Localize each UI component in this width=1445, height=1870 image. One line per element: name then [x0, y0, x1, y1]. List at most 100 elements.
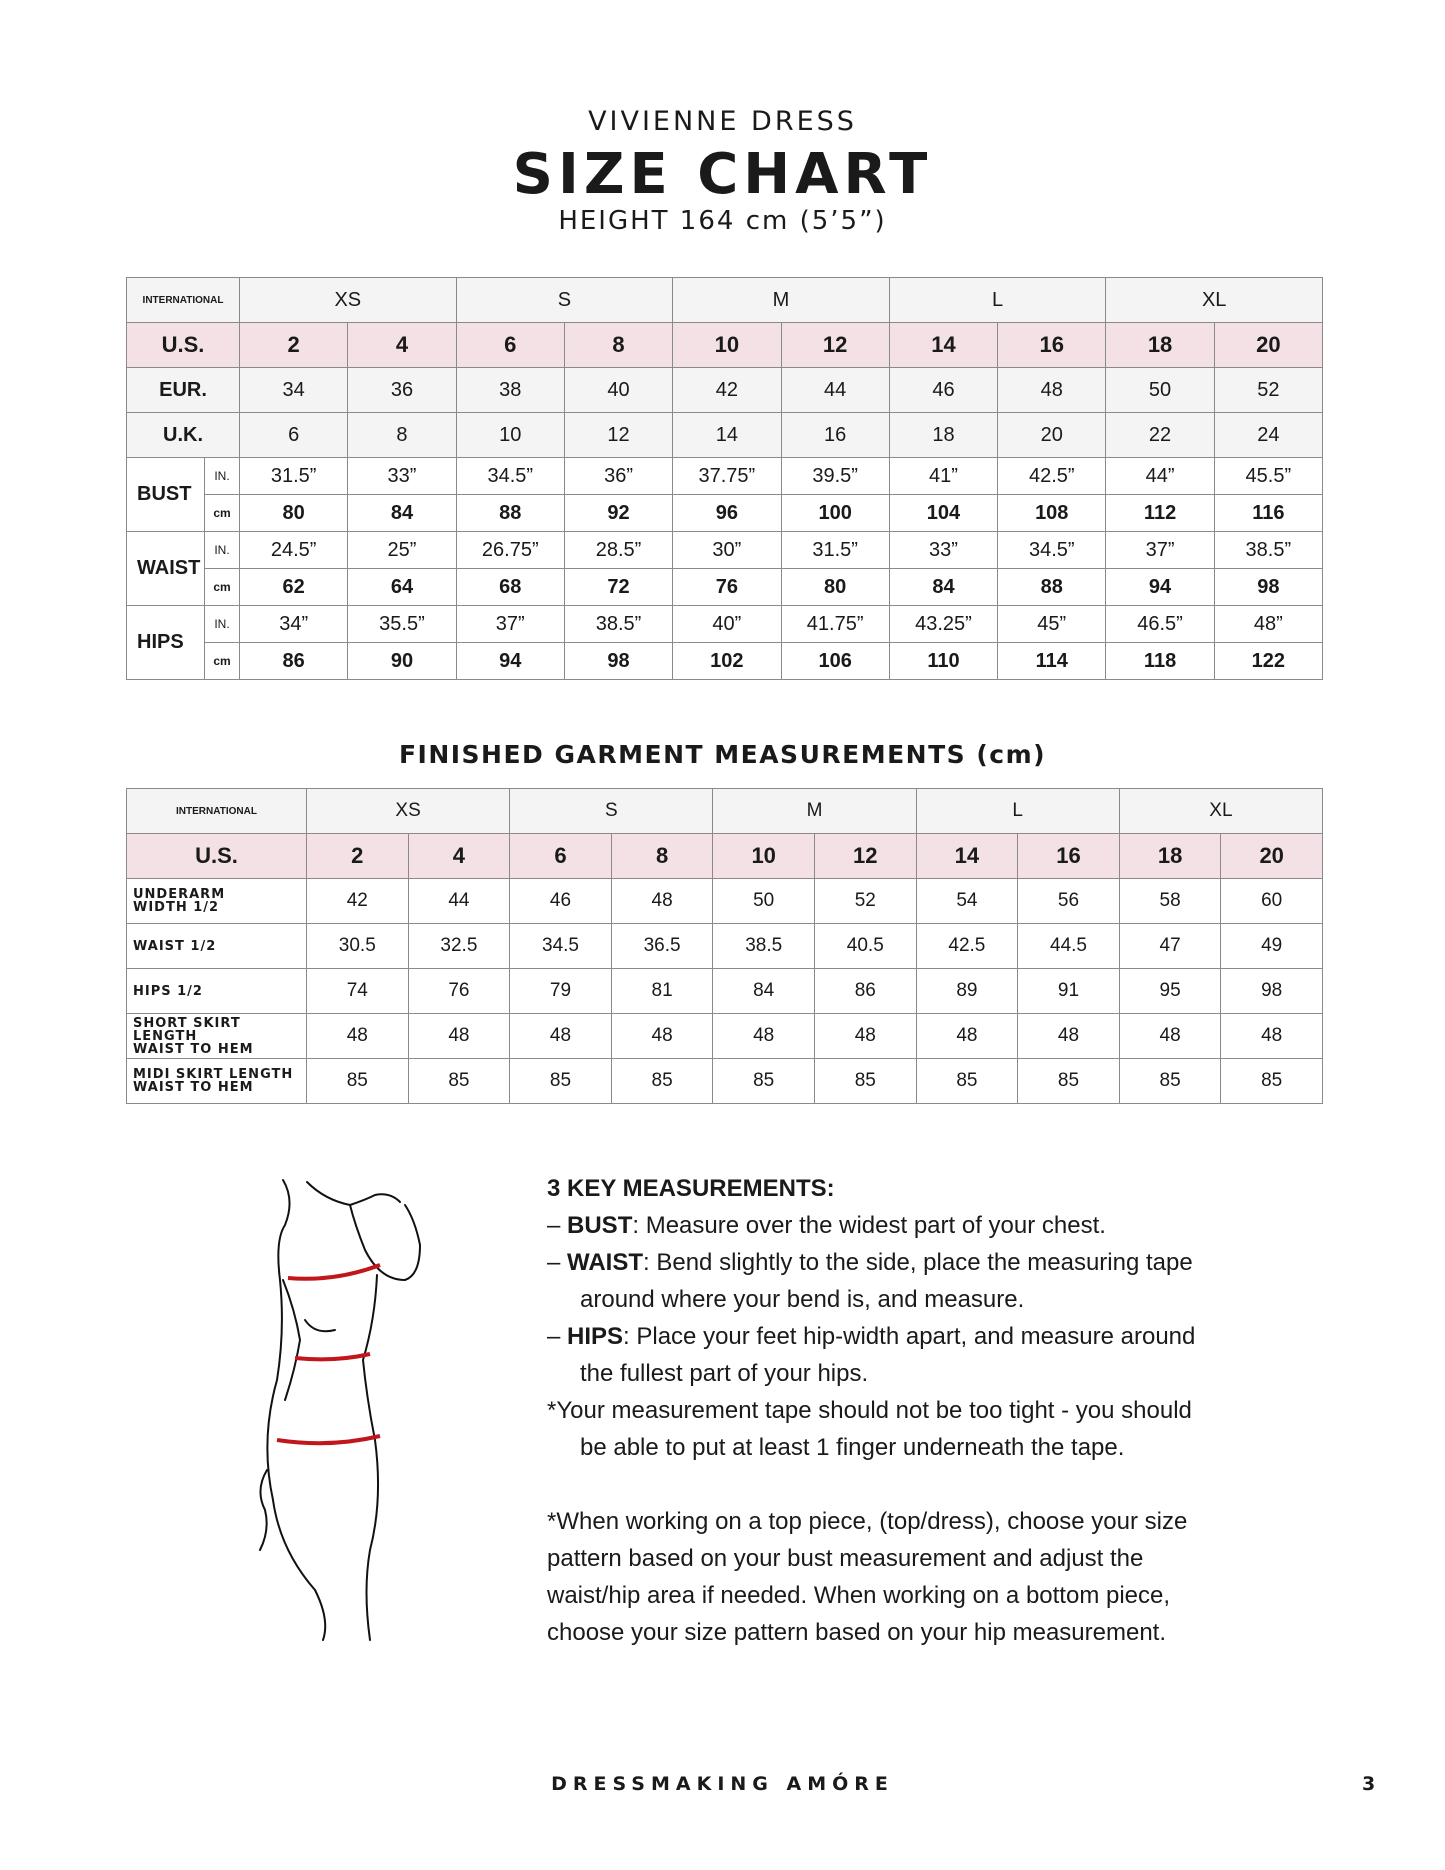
value-cm: 112 [1105, 494, 1215, 532]
value-in: 38.5” [1213, 531, 1324, 569]
garment-value: 42.5 [915, 923, 1019, 969]
garment-label: WAIST 1/2 [126, 923, 307, 969]
garment-value: 54 [915, 878, 1019, 924]
value-in: 25” [347, 531, 457, 569]
value-in: 40” [672, 605, 782, 643]
intl-size: L [915, 788, 1120, 834]
garment-value: 95 [1118, 968, 1222, 1014]
value-cm: 72 [563, 568, 674, 606]
intl-row: INTERNATIONAL XS S M L XL [126, 788, 1323, 834]
label-line: SHORT SKIRT LENGTH [133, 1015, 241, 1044]
value-in: 44” [1105, 457, 1215, 495]
us-size: 6 [509, 833, 612, 879]
garment-value: 79 [509, 968, 612, 1014]
garment-label: HIPS 1/2 [126, 968, 307, 1014]
garment-value: 85 [509, 1058, 612, 1104]
value-cm: 116 [1213, 494, 1324, 532]
garment-value: 32.5 [407, 923, 511, 969]
value-in: 26.75” [455, 531, 565, 569]
value-in: 34.5” [455, 457, 565, 495]
garment-value: 46 [509, 878, 612, 924]
us-label: U.S. [125, 322, 241, 368]
bust-note: – BUST: Measure over the widest part of … [547, 1212, 1106, 1239]
us-size: 18 [1105, 322, 1215, 368]
label-line: WAIST TO HEM [133, 1080, 254, 1095]
value-cm: 100 [780, 494, 890, 532]
garment-value: 30.5 [306, 923, 409, 969]
us-size: 16 [997, 322, 1107, 368]
label-line: MIDI SKIRT LENGTH [133, 1067, 294, 1082]
garment-value: 48 [509, 1013, 612, 1059]
uk-size: 22 [1105, 412, 1215, 458]
notes-heading: 3 KEY MEASUREMENTS: [547, 1175, 835, 1202]
value-cm: 98 [563, 642, 674, 680]
value-cm: 118 [1105, 642, 1215, 680]
unit-in: IN. [203, 531, 241, 569]
value-cm: 80 [239, 494, 349, 532]
garment-label: SHORT SKIRT LENGTH WAIST TO HEM [126, 1013, 307, 1059]
hips-tape-line [276, 1434, 381, 1446]
garment-value: 60 [1220, 878, 1323, 924]
us-label: U.S. [126, 833, 307, 879]
us-size: 12 [813, 833, 917, 879]
uk-size: 24 [1213, 412, 1324, 458]
intl-size: XL [1105, 277, 1323, 323]
eur-size: 34 [239, 367, 349, 413]
us-size: 6 [455, 322, 565, 368]
garment-value: 85 [813, 1058, 917, 1104]
page-title: SIZE CHART [512, 142, 933, 207]
measurement-label: BUST [126, 457, 205, 532]
garment-row: HIPS 1/2 74 76 79 81 84 86 89 91 95 98 [126, 968, 1323, 1014]
unit-cm: cm [203, 568, 241, 606]
value-in: 33” [888, 531, 999, 569]
garment-value: 48 [1220, 1013, 1323, 1059]
tape-note: *Your measurement tape should not be too… [547, 1397, 1192, 1424]
us-size: 8 [563, 322, 674, 368]
eur-size: 42 [672, 367, 782, 413]
size-chart-table: INTERNATIONAL XS S M L XL U.S. 2 4 6 8 10 12 14 16 18 20… [125, 277, 1324, 680]
label-line: UNDERARM [133, 887, 226, 902]
value-cm: 62 [239, 568, 349, 606]
garment-value: 52 [813, 878, 917, 924]
value-cm: 86 [239, 642, 349, 680]
garment-value: 48 [610, 1013, 714, 1059]
value-in: 41.75” [780, 605, 890, 643]
advice-line: waist/hip area if needed. When working o… [547, 1582, 1171, 1609]
intl-size: XS [239, 277, 457, 323]
waist-tape-line [294, 1352, 371, 1362]
garment-value: 74 [306, 968, 409, 1014]
us-size: 4 [407, 833, 511, 879]
uk-size: 14 [672, 412, 782, 458]
garment-row: MIDI SKIRT LENGTH WAIST TO HEM 85 85 85 85 85 8… [126, 1058, 1323, 1104]
uk-size: 6 [239, 412, 349, 458]
advice-line: *When working on a top piece, (top/dress… [547, 1508, 1188, 1535]
measurement-row-cm: cm 80 84 88 92 96 100 104 108 112 116 [127, 494, 1324, 532]
garment-row: SHORT SKIRT LENGTH WAIST TO HEM 48 48 48 48 48… [126, 1013, 1323, 1059]
page-number: 3 [1362, 1773, 1376, 1795]
value-in: 35.5” [347, 605, 457, 643]
garment-value: 48 [712, 1013, 815, 1059]
hips-note-cont: the fullest part of your hips. [580, 1360, 869, 1387]
garment-value: 48 [306, 1013, 409, 1059]
value-in: 41” [888, 457, 999, 495]
value-cm: 64 [347, 568, 457, 606]
garment-value: 86 [813, 968, 917, 1014]
value-cm: 92 [563, 494, 674, 532]
measurement-row-in: HIPS IN. 34” 35.5” 37” 38.5” 40” 41.75” 43.25” 45… [126, 605, 1324, 680]
uk-size: 18 [888, 412, 999, 458]
value-in: 37” [455, 605, 565, 643]
value-cm: 84 [888, 568, 999, 606]
uk-row: U.K. 6 8 10 12 14 16 18 20 22 24 [125, 412, 1324, 458]
value-in: 31.5” [239, 457, 349, 495]
label-line: WIDTH 1/2 [133, 900, 220, 915]
garment-value: 49 [1220, 923, 1323, 969]
value-in: 36” [563, 457, 674, 495]
measurement-row-cm: cm 86 90 94 98 102 106 110 114 118 122 [127, 642, 1324, 680]
garment-value: 81 [610, 968, 714, 1014]
value-cm: 94 [455, 642, 565, 680]
garment-value: 85 [610, 1058, 714, 1104]
label-line: WAIST 1/2 [133, 938, 217, 954]
uk-size: 8 [347, 412, 457, 458]
value-cm: 108 [997, 494, 1107, 532]
